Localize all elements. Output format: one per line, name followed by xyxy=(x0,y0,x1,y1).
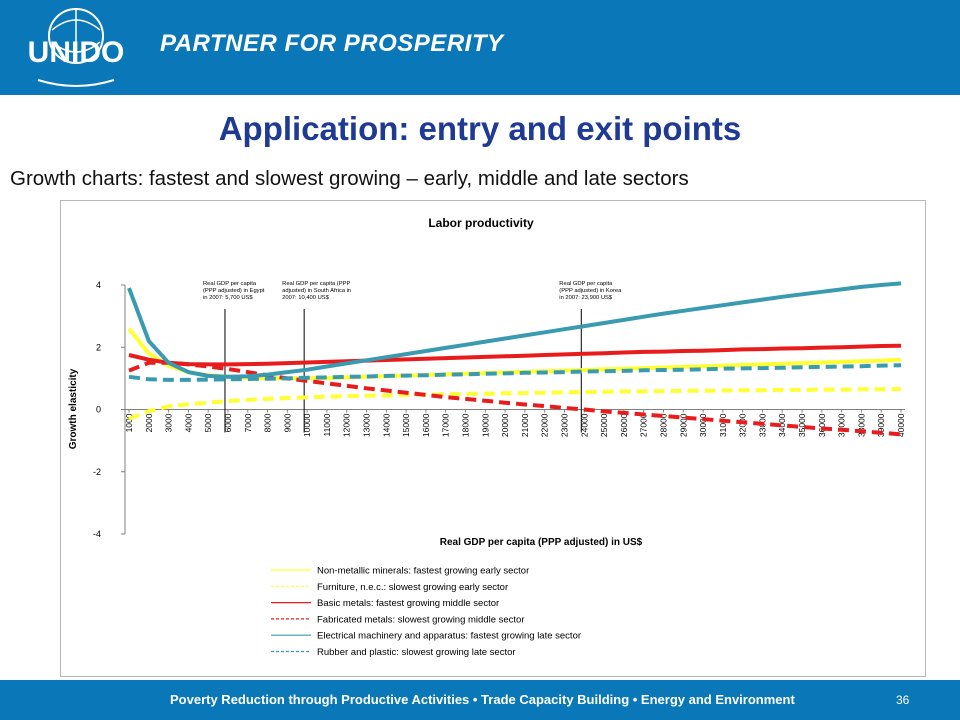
x-tick-label: 10000 xyxy=(302,413,312,437)
annotation-text: in 2007: 23,900 US$ xyxy=(559,295,613,301)
x-tick-label: 27000 xyxy=(639,413,649,437)
annotation-text: (PPP adjusted) in Egypt xyxy=(203,288,265,294)
x-tick-label: 12000 xyxy=(342,413,352,437)
x-axis-label: Real GDP per capita (PPP adjusted) in US… xyxy=(440,537,643,548)
y-tick-label: 2 xyxy=(96,342,101,352)
legend-entry: Fabricated metals: slowest growing middl… xyxy=(317,614,525,625)
x-tick-label: 9000 xyxy=(282,413,292,432)
footer-bar: Poverty Reduction through Productive Act… xyxy=(0,680,960,720)
annotation-text: Real GDP per capita xyxy=(559,281,613,287)
chart-frame: Labor productivity -4 -2 0 2 4 1000 2000 3000 4… xyxy=(60,200,926,677)
tagline: PARTNER FOR PROSPERITY xyxy=(160,30,504,57)
x-tick-label: 17000 xyxy=(441,413,451,437)
x-tick-label: 30000 xyxy=(698,413,708,437)
y-axis-label: Growth elasticity xyxy=(68,368,79,449)
annotation-text: adjusted) in South Africa in xyxy=(282,288,351,294)
x-tick-label: 18000 xyxy=(461,413,471,437)
x-tick-label: 13000 xyxy=(362,413,372,437)
series-line-4 xyxy=(127,281,902,379)
y-tick-label: -2 xyxy=(93,467,101,477)
y-tick-label: -4 xyxy=(93,529,101,539)
x-tick-label: 23000 xyxy=(559,413,569,437)
x-tick-label: 19000 xyxy=(480,413,490,437)
y-tick-label: 4 xyxy=(96,280,101,290)
x-tick-label: 3000 xyxy=(164,413,174,432)
x-tick-label: 5000 xyxy=(203,413,213,432)
x-tick-label: 14000 xyxy=(381,413,391,437)
legend-entry: Electrical machinery and apparatus: fast… xyxy=(317,631,581,642)
header-bar: UNIDO PARTNER FOR PROSPERITY xyxy=(0,0,960,95)
legend-entry: Rubber and plastic: slowest growing late… xyxy=(317,647,516,658)
chart-title: Labor productivity xyxy=(428,216,534,230)
x-tick-label: 36000 xyxy=(817,413,827,437)
annotation-text: 2007: 10,400 US$ xyxy=(282,295,330,301)
x-tick-label: 34000 xyxy=(777,413,787,437)
x-tick-label: 8000 xyxy=(263,413,273,432)
series-line-2 xyxy=(128,343,902,367)
annotation-text: Real GDP per capita (PPP xyxy=(282,281,350,287)
x-tick-label: 28000 xyxy=(658,413,668,437)
x-tick-label: 20000 xyxy=(500,413,510,437)
x-tick-label: 2000 xyxy=(144,413,154,432)
annotation-text: in 2007: 5,700 US$ xyxy=(203,295,253,301)
unido-logo: UNIDO xyxy=(28,8,125,87)
x-tick-label: 31000 xyxy=(718,413,728,437)
x-tick-label: 15000 xyxy=(401,413,411,437)
x-tick-label: 40000 xyxy=(896,413,906,437)
x-tick-label: 16000 xyxy=(421,413,431,437)
x-tick-label: 22000 xyxy=(540,413,550,437)
x-tick-label: 1000 xyxy=(124,413,134,432)
x-tick-label: 39000 xyxy=(876,413,886,437)
x-tick-label: 4000 xyxy=(183,413,193,432)
annotation-text: (PPP adjusted) in Korea xyxy=(559,288,622,294)
annotation-text: Real GDP per capita xyxy=(203,281,257,287)
slide-title: Application: entry and exit points xyxy=(218,110,742,147)
series-line-5 xyxy=(128,363,902,382)
page-number: 36 xyxy=(896,693,910,707)
x-tick-label: 6000 xyxy=(223,413,233,432)
x-tick-label: 21000 xyxy=(520,413,530,437)
line-chart: Labor productivity -4 -2 0 2 4 1000 2000 3000 4… xyxy=(68,216,906,658)
series-line-3 xyxy=(128,360,902,437)
x-tick-label: 38000 xyxy=(856,413,866,437)
x-tick-label: 32000 xyxy=(738,413,748,437)
x-tick-label: 11000 xyxy=(322,413,332,436)
y-tick-label: 0 xyxy=(96,405,101,415)
x-tick-label: 24000 xyxy=(579,413,589,437)
legend-entry: Basic metals: fastest growing middle sec… xyxy=(317,598,499,609)
x-tick-label: 35000 xyxy=(797,413,807,437)
legend-entry: Furniture, n.e.c.: slowest growing early… xyxy=(317,582,508,593)
x-tick-label: 37000 xyxy=(837,413,847,437)
footer-text: Poverty Reduction through Productive Act… xyxy=(170,692,795,707)
logo-text: UNIDO xyxy=(28,36,125,69)
x-tick-label: 7000 xyxy=(243,413,253,432)
legend-entry: Non-metallic minerals: fastest growing e… xyxy=(317,566,529,577)
x-tick-label: 25000 xyxy=(599,413,609,437)
x-tick-label: 29000 xyxy=(678,413,688,437)
slide-subtitle: Growth charts: fastest and slowest growi… xyxy=(10,167,689,190)
x-tick-label: 26000 xyxy=(619,413,629,437)
